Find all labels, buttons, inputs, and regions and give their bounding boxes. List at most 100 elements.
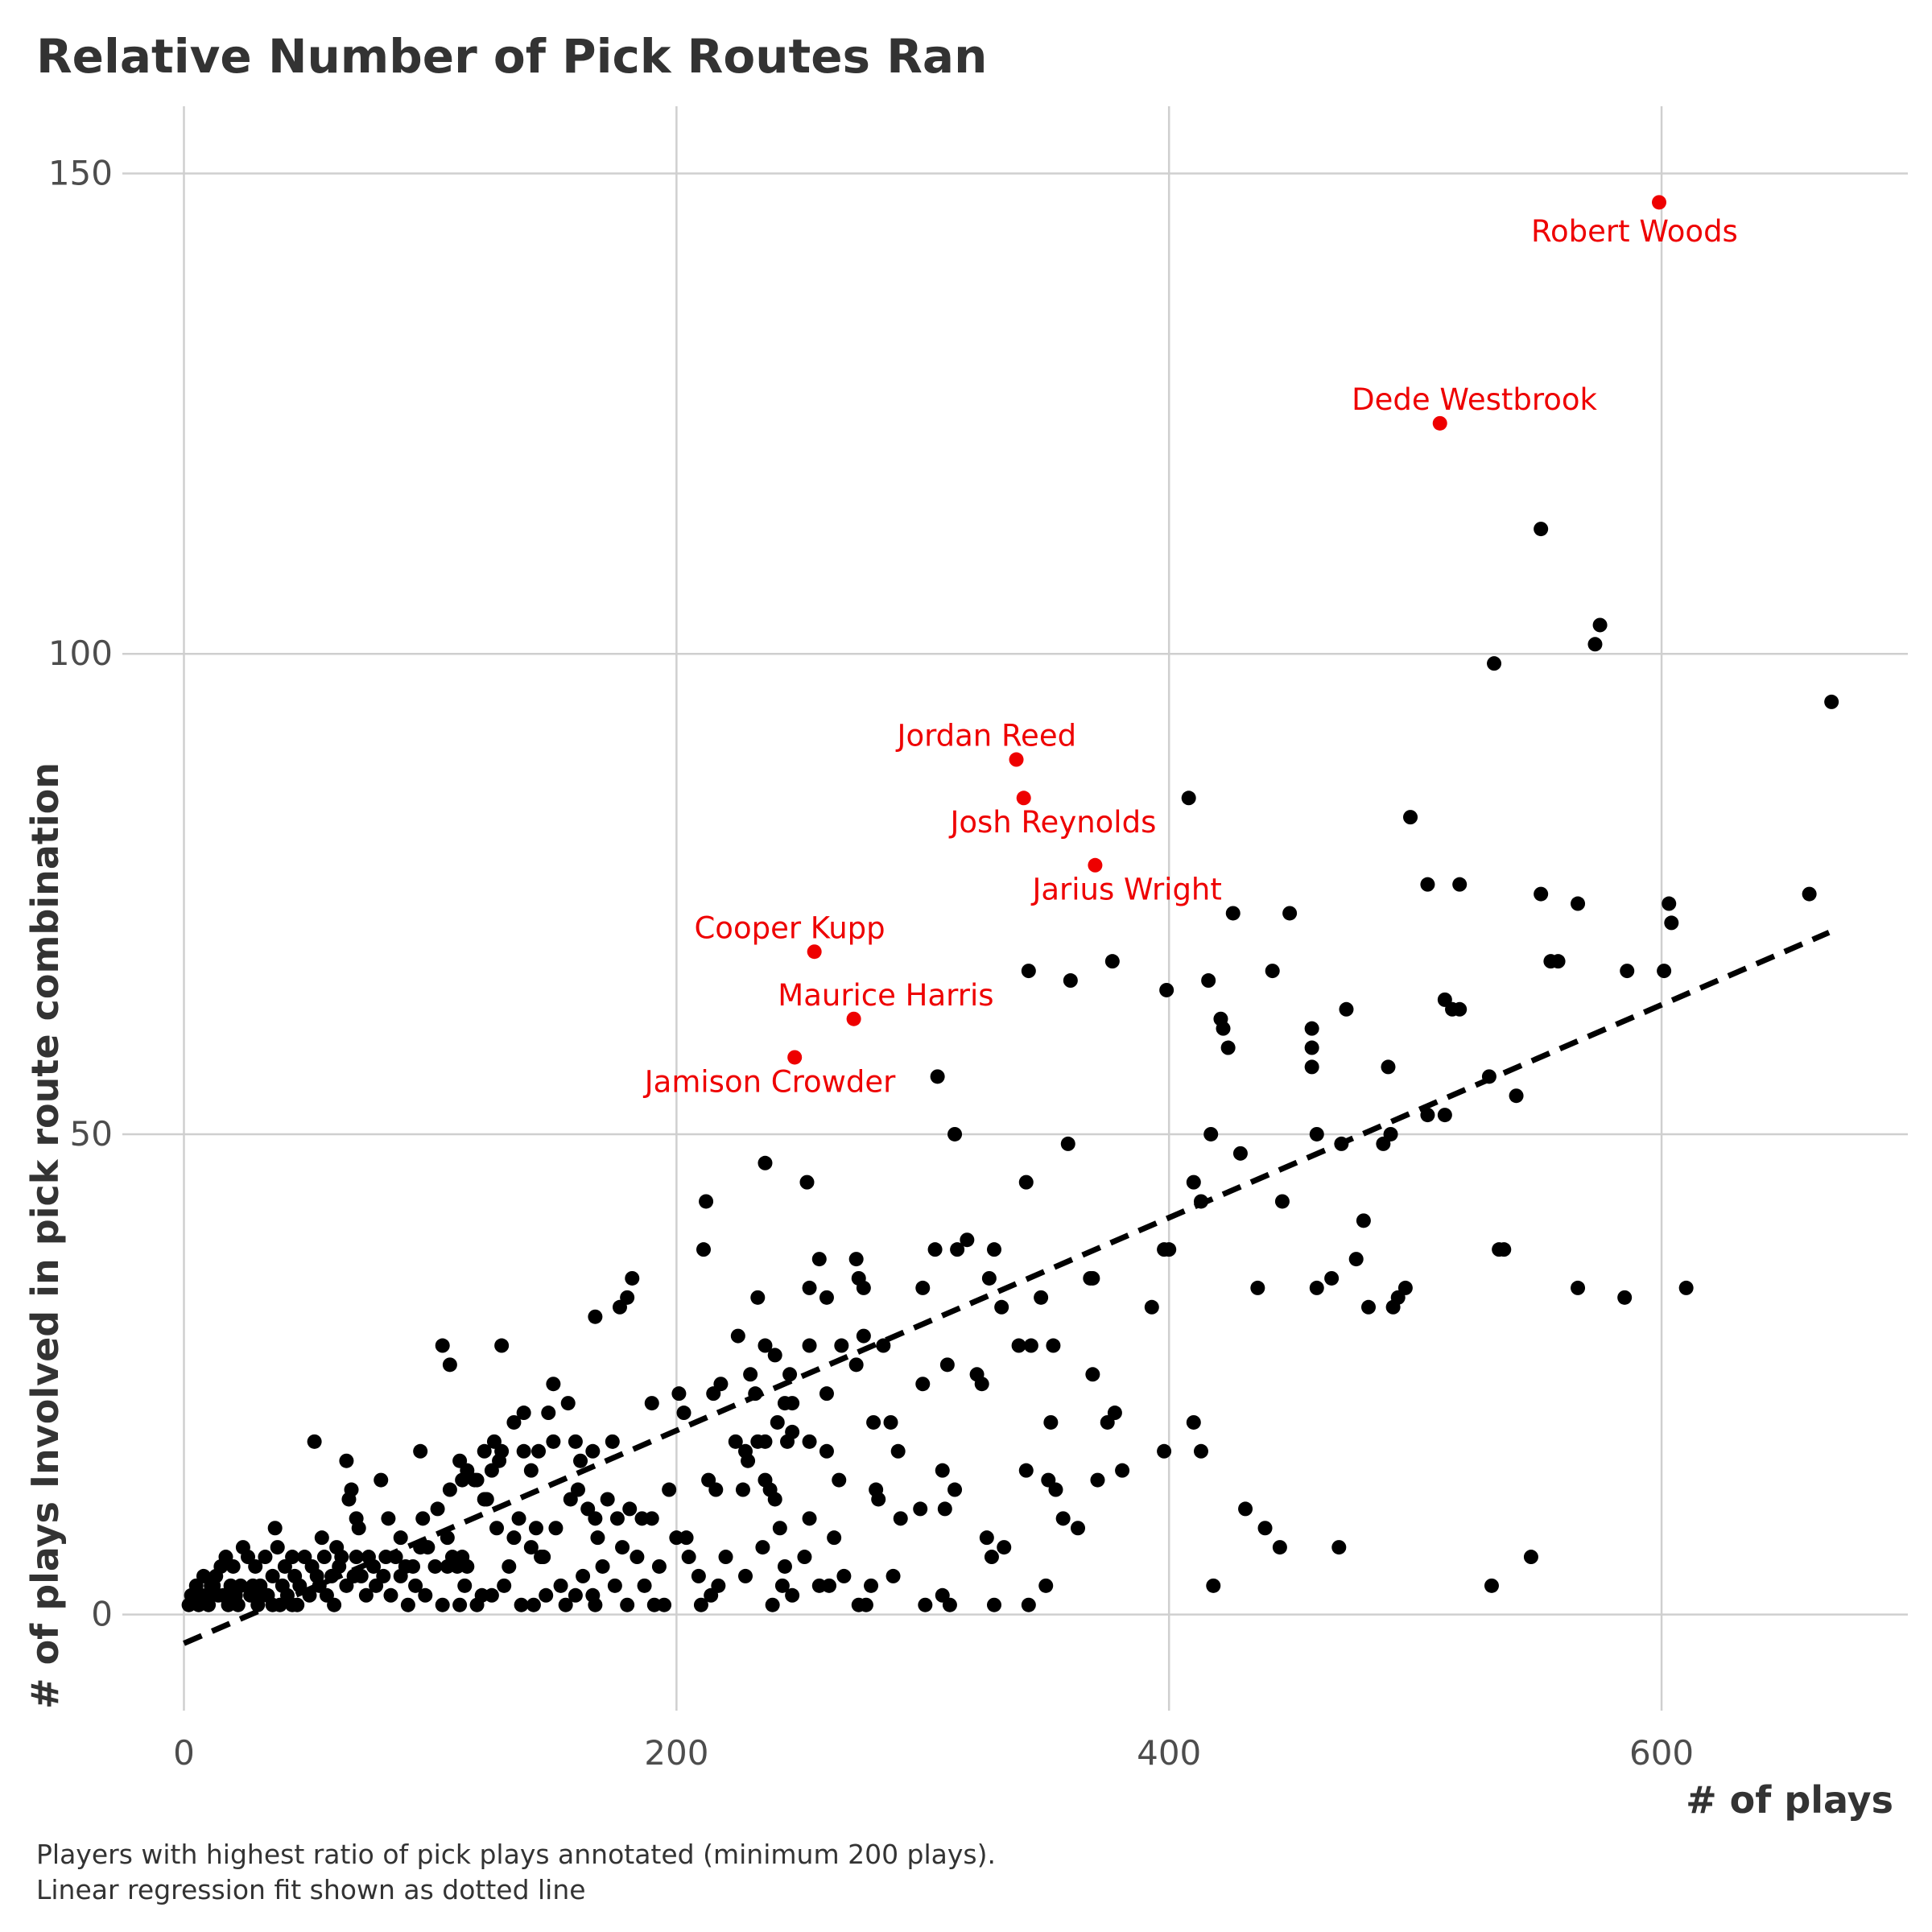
data-point: [1055, 1511, 1071, 1526]
data-point: [755, 1540, 770, 1555]
grid: [122, 106, 1908, 1711]
data-point: [1021, 1597, 1036, 1612]
data-point: [1274, 1194, 1290, 1209]
data-point: [1181, 791, 1196, 806]
point-annotation: Josh Reynolds: [948, 805, 1156, 840]
y-tick-label: 100: [48, 634, 113, 673]
data-point: [935, 1463, 950, 1478]
point-annotation: Robert Woods: [1531, 214, 1738, 249]
data-point: [1304, 1059, 1319, 1075]
data-point: [1571, 896, 1586, 911]
data-point: [1238, 1501, 1253, 1517]
data-point: [1592, 617, 1608, 633]
data-point: [738, 1568, 753, 1583]
data-point: [1071, 1521, 1086, 1536]
caption-line-2: Linear regression fit shown as dotted li…: [36, 1874, 586, 1905]
data-point: [706, 1386, 721, 1402]
data-point: [536, 1550, 551, 1565]
data-point: [1157, 1443, 1172, 1459]
data-point: [609, 1511, 625, 1526]
data-point: [546, 1377, 561, 1392]
data-point: [1060, 1136, 1075, 1151]
data-point: [265, 1568, 280, 1583]
data-point: [883, 1414, 898, 1430]
data-point: [1620, 964, 1635, 979]
data-point: [1257, 1521, 1273, 1536]
data-point: [625, 1270, 640, 1286]
data-point: [314, 1530, 329, 1546]
data-point: [502, 1558, 517, 1574]
data-point: [351, 1521, 366, 1536]
data-point: [1481, 1069, 1496, 1084]
data-point: [1186, 1414, 1201, 1430]
data-point: [341, 1492, 357, 1507]
data-point: [772, 1521, 787, 1536]
data-point: [1420, 1108, 1435, 1123]
data-point: [1824, 694, 1839, 709]
data-point: [758, 1155, 773, 1170]
data-point: [1018, 1174, 1034, 1190]
data-point: [1193, 1443, 1208, 1459]
data-point: [1265, 964, 1280, 979]
data-point: [1144, 1299, 1159, 1315]
data-point: [1523, 1550, 1538, 1565]
data-point: [506, 1414, 522, 1430]
data-point: [630, 1550, 645, 1565]
data-point: [393, 1530, 408, 1546]
data-point: [765, 1597, 780, 1612]
data-point: [997, 1540, 1012, 1555]
data-point: [799, 1174, 815, 1190]
data-point: [216, 1587, 231, 1603]
data-point: [1324, 1270, 1340, 1286]
data-point: [679, 1530, 694, 1546]
data-point: [819, 1290, 834, 1305]
x-tick-label: 400: [1137, 1733, 1201, 1773]
data-point: [1356, 1213, 1371, 1228]
chart-title: Relative Number of Pick Routes Ran: [36, 29, 987, 84]
data-point: [930, 1069, 945, 1084]
regression-line: [183, 930, 1831, 1646]
data-point: [523, 1540, 539, 1555]
data-point: [267, 1521, 283, 1536]
data-point: [408, 1578, 423, 1593]
data-point: [939, 1357, 955, 1373]
data-point: [986, 1242, 1001, 1257]
data-point: [644, 1396, 659, 1411]
data-point: [1201, 973, 1216, 989]
data-point: [1534, 886, 1549, 902]
data-point: [1571, 1280, 1586, 1295]
data-point: [413, 1443, 428, 1459]
data-point: [479, 1492, 494, 1507]
data-point: [420, 1540, 436, 1555]
data-point: [1452, 877, 1468, 892]
data-point: [981, 1270, 997, 1286]
data-point: [671, 1386, 687, 1402]
highlight-point: [1088, 857, 1103, 873]
data-point: [1339, 1001, 1354, 1017]
data-point: [1309, 1280, 1324, 1295]
y-tick-label: 150: [48, 154, 113, 193]
data-point: [400, 1597, 415, 1612]
data-point: [848, 1252, 864, 1267]
data-point: [836, 1568, 852, 1583]
data-point: [935, 1587, 950, 1603]
data-point: [523, 1463, 539, 1478]
data-point: [497, 1578, 512, 1593]
data-point: [937, 1501, 952, 1517]
data-point: [272, 1597, 287, 1612]
data-point: [1159, 982, 1174, 997]
point-annotation: Jamison Crowder: [643, 1064, 896, 1099]
data-point: [770, 1414, 785, 1430]
data-point: [393, 1568, 408, 1583]
data-point: [1162, 1242, 1177, 1257]
highlight-point: [1009, 752, 1024, 767]
data-point: [541, 1406, 556, 1421]
data-point: [758, 1338, 773, 1353]
y-tick-label: 50: [70, 1114, 113, 1154]
data-point: [1272, 1540, 1287, 1555]
data-point: [646, 1597, 662, 1612]
data-point: [1664, 915, 1679, 931]
data-point: [1038, 1578, 1054, 1593]
data-point: [1085, 1270, 1100, 1286]
data-point: [1250, 1280, 1265, 1295]
